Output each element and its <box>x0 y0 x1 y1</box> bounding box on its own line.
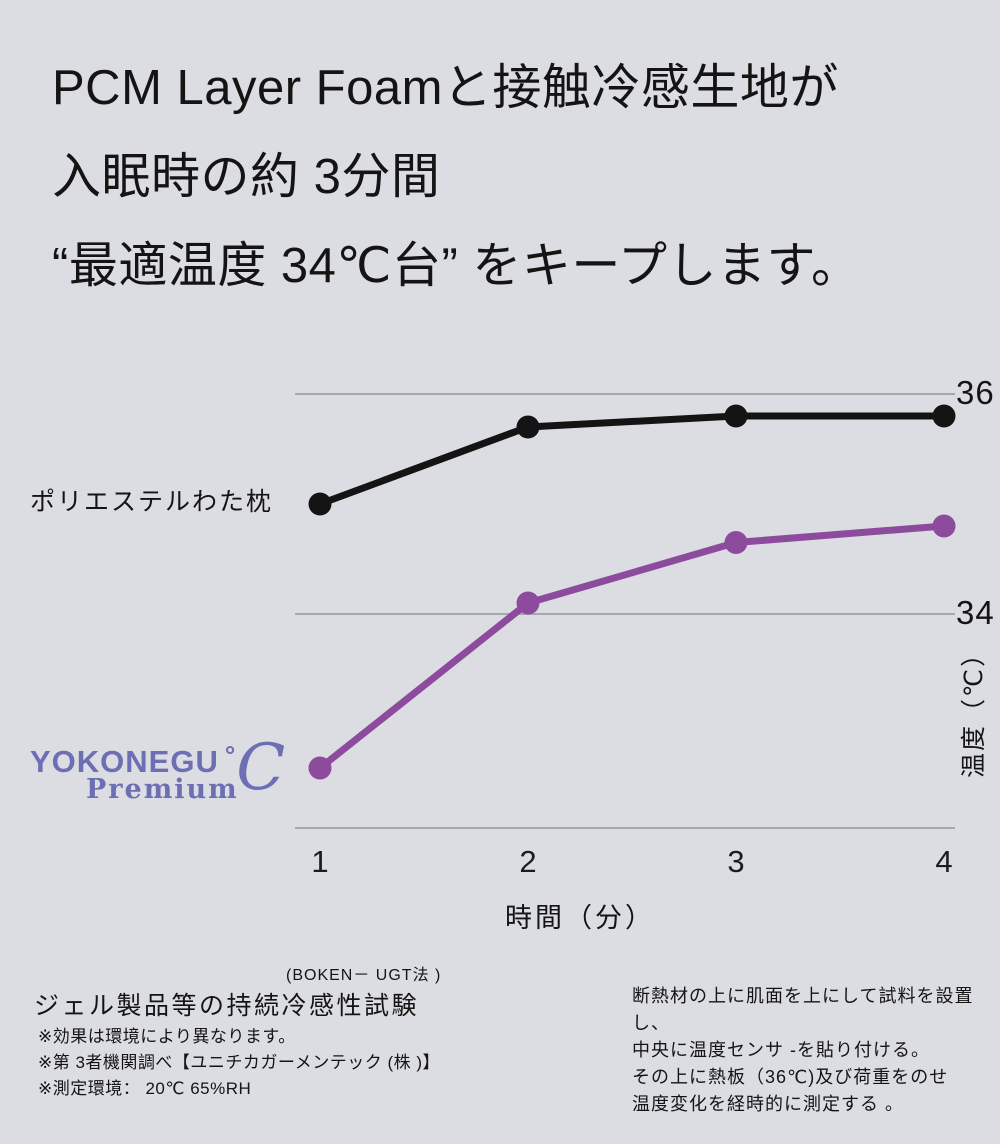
headline-line-3: “最適温度 34℃台” をキープします。 <box>52 239 861 293</box>
procedure-line-4: 温度変化を経時的に測定する 。 <box>632 1094 904 1114</box>
series-0-point-1 <box>308 492 332 516</box>
y-tick-label-34: 34 <box>956 594 995 631</box>
procedure-line-2: 中央に温度センサ -を貼り付ける。 <box>632 1040 930 1060</box>
yokonegu-logo: YOKONEGU ° C Premium <box>30 736 330 830</box>
series-0-point-2 <box>516 415 540 439</box>
test-procedure-text: 断熱材の上に肌面を上にして試料を設置し、 中央に温度センサ -を貼り付ける。 そ… <box>632 983 1000 1118</box>
x-tick-label-1: 1 <box>311 844 329 879</box>
disclaimer-note-2: ※第 3者機関調べ【ユニチカガーメンテック (株 )】 <box>38 1053 441 1072</box>
headline-line-2: 入眠時の約 3分間 <box>52 150 441 204</box>
procedure-line-3: その上に熱板（36℃)及び荷重をのせ <box>632 1067 949 1087</box>
test-method-note: (BOKEN－ UGT法 ) <box>286 967 442 984</box>
procedure-line-1: 断熱材の上に肌面を上にして試料を設置し、 <box>632 986 974 1033</box>
logo-premium-text: Premium <box>86 774 239 805</box>
series-0-point-4 <box>932 404 956 428</box>
series-0-point-3 <box>724 404 748 428</box>
series-1-point-4 <box>932 514 956 538</box>
degree-symbol: ° <box>224 740 236 770</box>
headline: PCM Layer Foamと接触冷感生地が 入眠時の約 3分間 “最適温度 3… <box>52 44 861 311</box>
x-axis-title: 時間（分） <box>505 903 655 933</box>
x-tick-label-2: 2 <box>519 844 537 879</box>
headline-line-1: PCM Layer Foamと接触冷感生地が <box>52 61 839 115</box>
disclaimer-note-1: ※効果は環境により異なります。 <box>38 1027 296 1046</box>
series-1-point-2 <box>516 591 540 615</box>
y-tick-label-36: 36 <box>956 374 995 411</box>
test-title: ジェル製品等の持続冷感性試験 <box>34 992 420 1020</box>
series-1-point-3 <box>724 531 748 554</box>
disclaimer-note-3: ※測定環境： 20℃ 65%RH <box>38 1079 252 1098</box>
series-1-point-1 <box>308 756 332 780</box>
series-label-polyester: ポリエステルわた枕 <box>30 488 274 516</box>
series-line-1 <box>316 522 948 772</box>
logo-script-c: C <box>236 731 286 805</box>
x-tick-label-3: 3 <box>727 844 745 879</box>
series-line-0 <box>316 412 948 508</box>
logo-brand-text: YOKONEGU <box>30 744 219 779</box>
logo-row: YOKONEGU ° C <box>30 736 330 800</box>
disclaimer-notes: ※効果は環境により異なります。 ※第 3者機関調べ【ユニチカガーメンテック (株… <box>38 1024 440 1102</box>
y-axis-title: 温度（℃） <box>960 639 988 778</box>
x-tick-label-4: 4 <box>935 844 953 879</box>
